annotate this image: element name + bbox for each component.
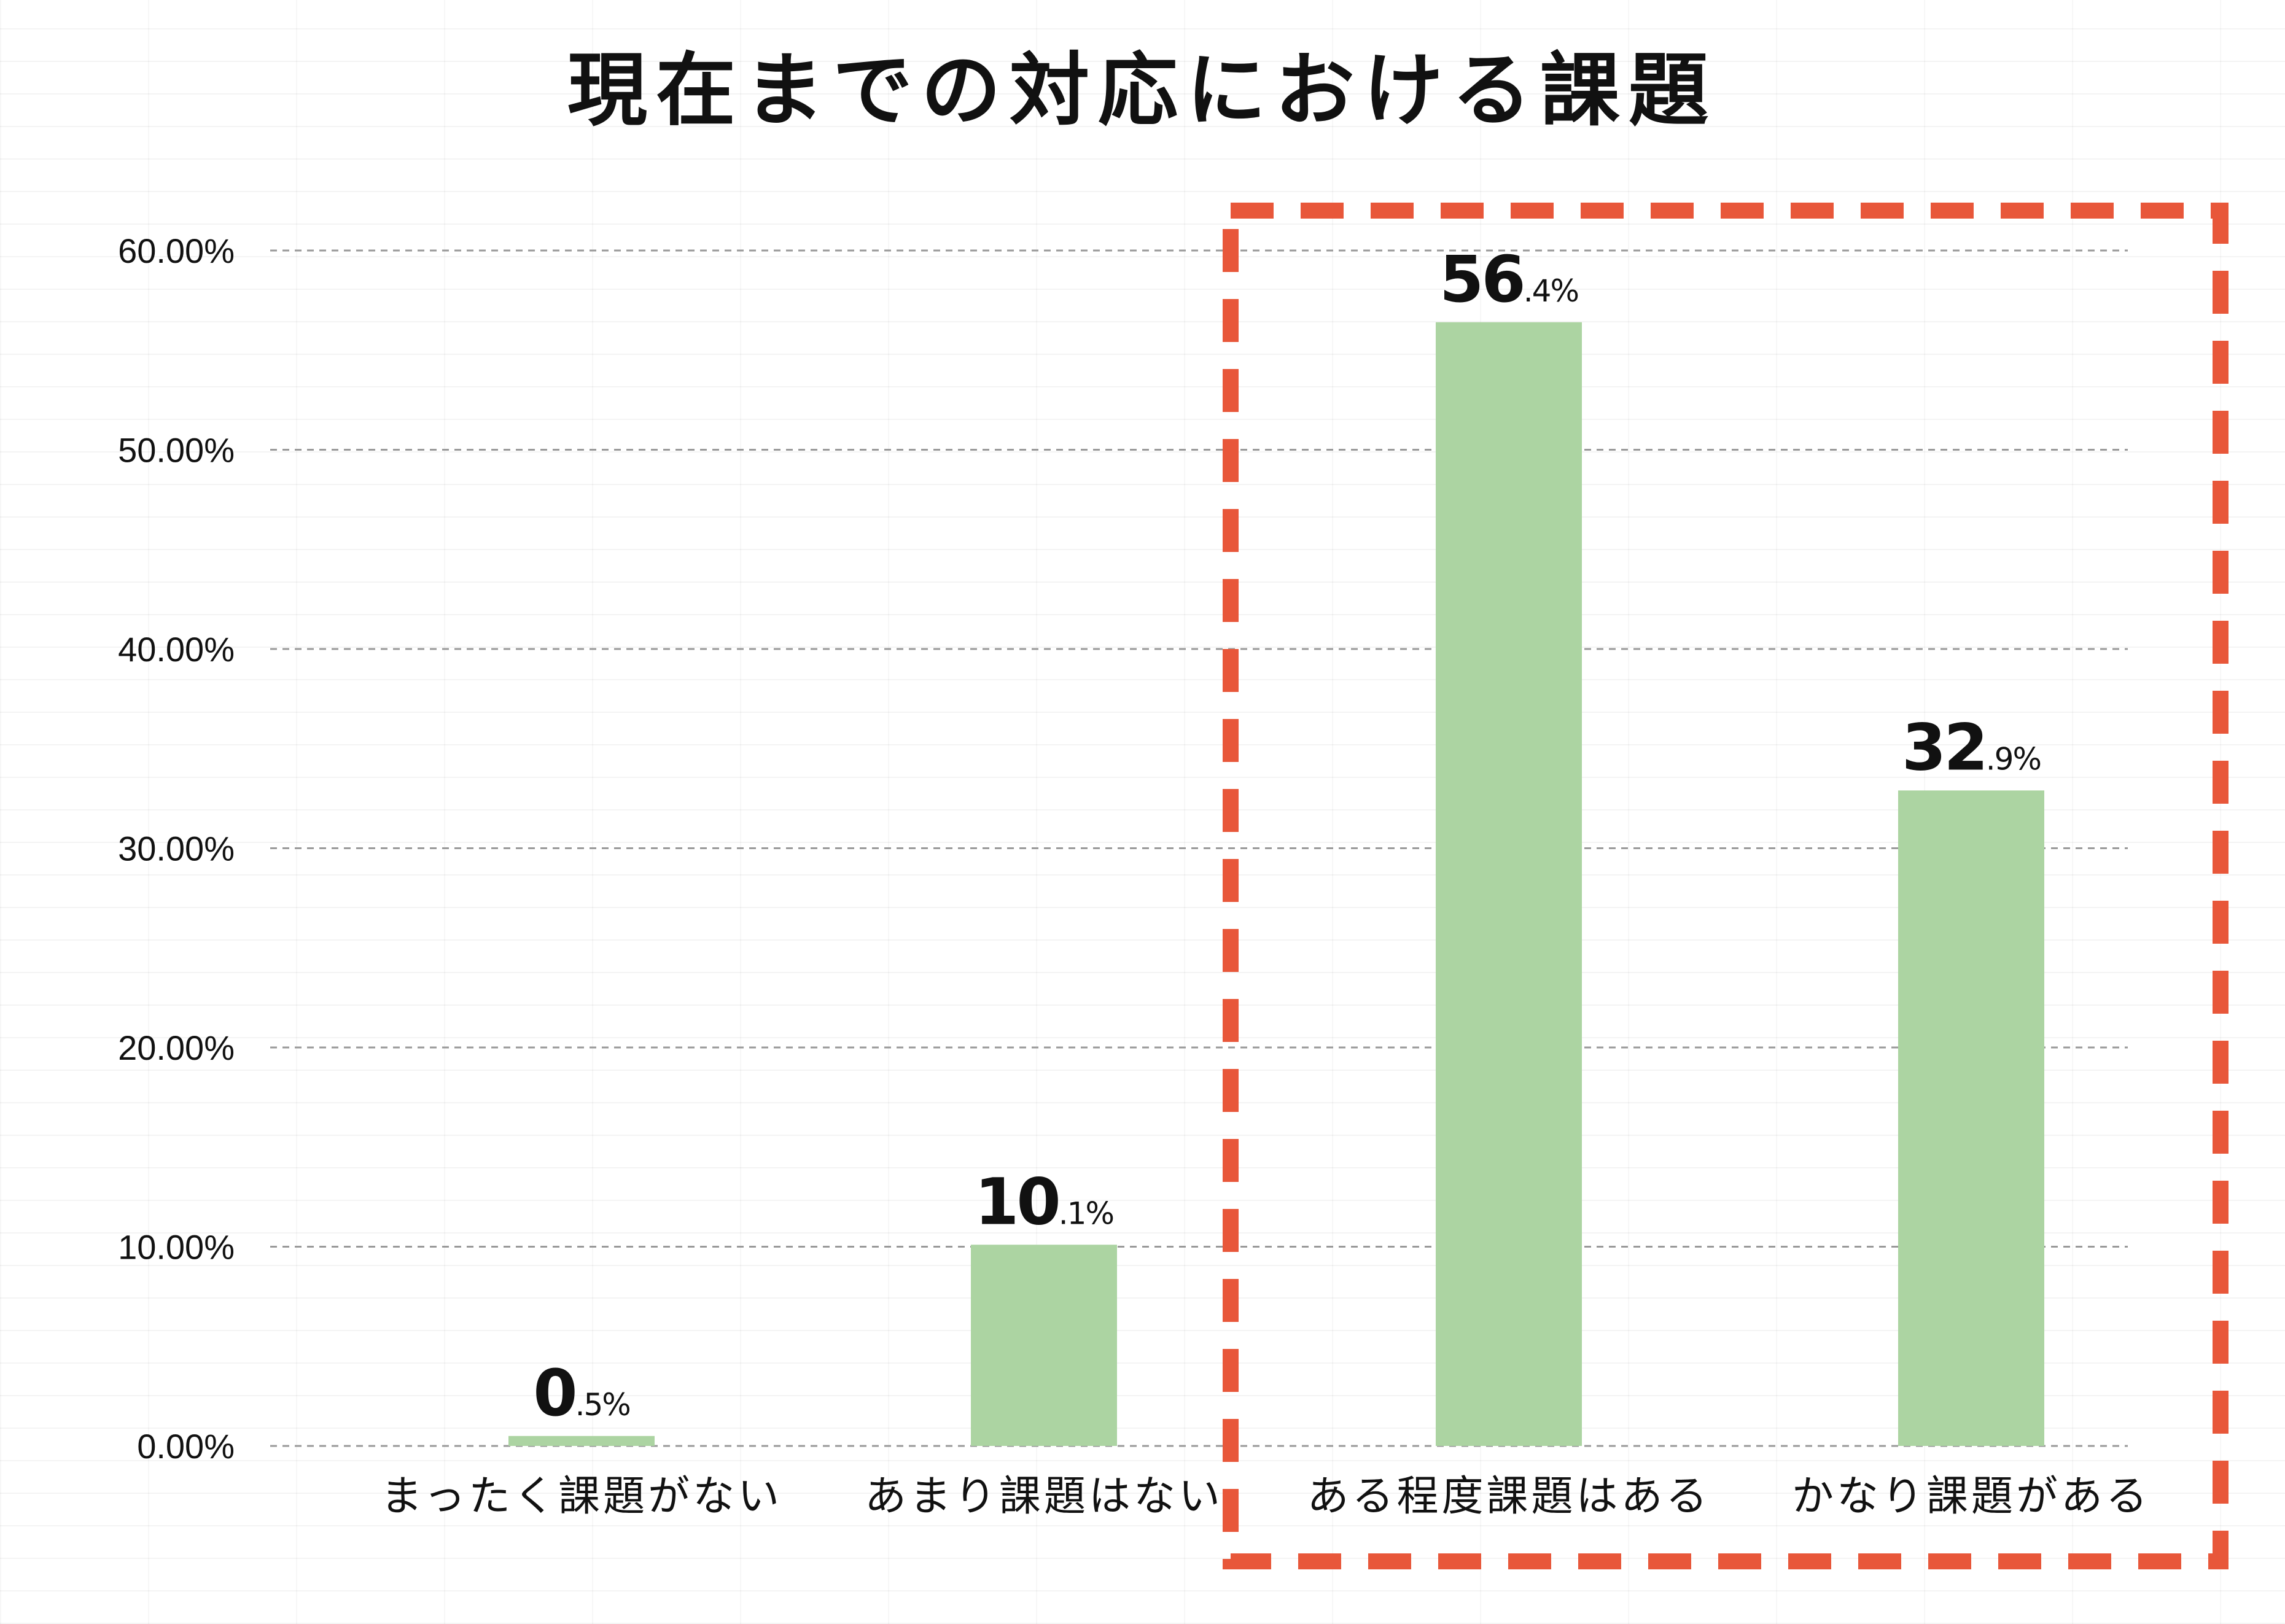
- bar: [971, 1245, 1117, 1446]
- data-label-decimal: .5%: [575, 1387, 630, 1423]
- data-label: 32.9%: [1902, 710, 2041, 785]
- y-tick-label: 10.00%: [118, 1228, 235, 1267]
- data-label-decimal: .1%: [1059, 1195, 1113, 1231]
- data-label-integer: 56: [1439, 242, 1524, 317]
- chart-title: 現在までの対応における課題: [567, 44, 1717, 137]
- category-label: あまり課題はない: [865, 1472, 1223, 1521]
- bar: [1898, 790, 2044, 1446]
- y-tick-label: 20.00%: [118, 1028, 235, 1067]
- y-tick-label: 40.00%: [118, 630, 235, 669]
- y-tick-label: 60.00%: [118, 231, 235, 270]
- category-label: まったく課題がない: [381, 1472, 782, 1521]
- y-tick-label: 30.00%: [118, 829, 235, 868]
- bar: [508, 1436, 655, 1446]
- category-label: ある程度課題はある: [1307, 1472, 1710, 1521]
- data-label: 10.1%: [975, 1164, 1113, 1239]
- highlight-box: [1223, 203, 2229, 1569]
- data-labels: 0.5% 10.1% 56.4% 32.9%: [533, 242, 2042, 1431]
- y-tick-label: 50.00%: [118, 431, 235, 470]
- data-label-integer: 0: [533, 1356, 575, 1431]
- gridlines: [270, 249, 2128, 1447]
- bar: [1436, 322, 1582, 1446]
- category-label: かなり課題がある: [1792, 1472, 2151, 1521]
- data-label-decimal: .9%: [1986, 741, 2041, 777]
- x-axis-categories: まったく課題がない あまり課題はない ある程度課題はある かなり課題がある: [381, 1472, 2151, 1521]
- data-label-decimal: .4%: [1524, 273, 1578, 309]
- data-label: 56.4%: [1439, 242, 1578, 317]
- bars: [508, 322, 2044, 1446]
- data-label-integer: 32: [1902, 710, 1986, 785]
- data-label: 0.5%: [533, 1356, 630, 1431]
- y-tick-label: 0.00%: [137, 1427, 235, 1466]
- data-label-integer: 10: [975, 1164, 1059, 1239]
- y-axis-ticks: 0.00% 10.00% 20.00% 30.00% 40.00% 50.00% 60.00…: [118, 231, 235, 1466]
